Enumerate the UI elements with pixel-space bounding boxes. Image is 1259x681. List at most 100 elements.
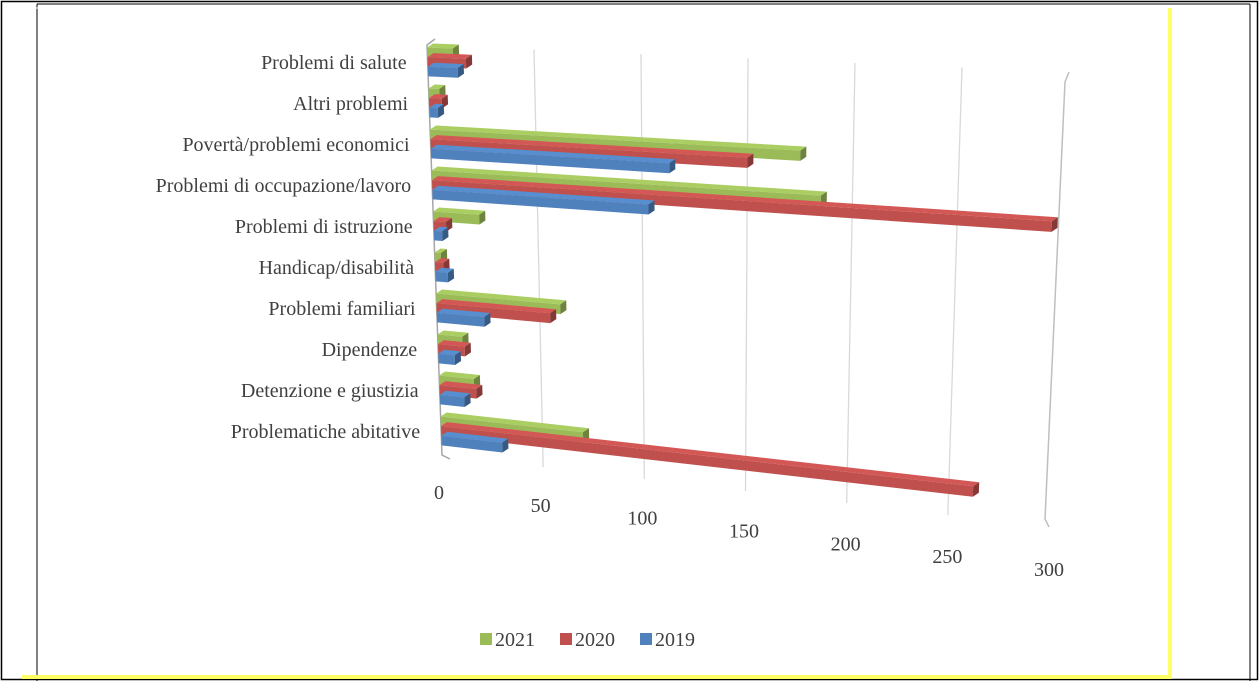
bar-group-2: [430, 125, 807, 174]
bar-end-cap: [1051, 217, 1058, 232]
category-label: Dipendenze: [322, 339, 418, 361]
bar-end-cap: [465, 54, 473, 69]
bar-end-cap: [479, 210, 486, 225]
bar-top-face: [439, 381, 483, 389]
bar-top-face: [436, 289, 567, 305]
x-tick-label: 300: [1034, 559, 1064, 581]
bar-2019: [435, 271, 449, 283]
category-label: Problematiche abitative: [231, 421, 420, 443]
bar-top-face: [430, 125, 807, 151]
category-label: Problemi familiari: [268, 298, 416, 320]
bar-end-cap: [464, 393, 471, 408]
bar-top-face: [434, 258, 450, 263]
bar-top-face: [431, 176, 1058, 222]
x-tick-label: 50: [531, 495, 551, 517]
bar-top-face: [429, 103, 444, 109]
bar-group-3: [431, 166, 1058, 232]
bar-end-cap: [800, 146, 807, 161]
bar-top-face: [427, 62, 464, 69]
category-label: Altri problemi: [293, 93, 408, 115]
category-labels: Problemi di salute Altri problemi Povertà/…: [156, 52, 421, 443]
bars-group: [427, 43, 1058, 497]
bar-top-face: [440, 412, 589, 433]
bar-top-face: [435, 267, 454, 273]
bar-end-cap: [747, 153, 754, 168]
x-tick-label: 250: [932, 546, 962, 568]
category-label: Povertà/problemi economici: [182, 134, 410, 156]
bar-top-face: [427, 43, 459, 49]
bar-top-face: [432, 185, 655, 205]
bar-top-face: [441, 431, 509, 443]
bar-top-face: [439, 371, 480, 380]
gridline-50: [533, 49, 544, 468]
bar-2020: [436, 303, 551, 324]
bar-top-face: [431, 166, 827, 196]
bar-top-face: [436, 308, 491, 318]
bar-end-cap: [484, 313, 491, 327]
legend-label: 2019: [655, 629, 695, 651]
bar-end-cap: [550, 309, 557, 324]
bar-2020: [440, 426, 974, 497]
bar-top-face: [428, 84, 446, 89]
category-label: Problemi di occupazione/lavoro: [156, 175, 411, 197]
x-tick-label: 150: [729, 521, 759, 543]
bar-top-face: [430, 144, 676, 164]
bar-end-cap: [560, 300, 567, 315]
bar-group-6: [436, 289, 567, 327]
gridlines: [533, 49, 963, 516]
bar-top-face: [437, 330, 469, 337]
legend-swatch-2020: [560, 633, 572, 645]
legend: 2021 2020 2019: [480, 629, 695, 651]
x-tick-label: 100: [627, 508, 657, 530]
x-axis-tick-labels: 0 50 100 150 200 250 300: [434, 482, 1064, 581]
bar-2019: [436, 312, 485, 327]
bar-top-face: [430, 135, 754, 158]
bar-group-1: [428, 84, 449, 118]
bar-group-7: [437, 330, 471, 366]
bar-2019: [439, 394, 465, 408]
bar-top-face: [439, 390, 471, 398]
legend-swatch-2021: [480, 633, 492, 645]
legend-label: 2020: [575, 629, 615, 651]
category-label: Detenzione e giustizia: [241, 380, 419, 402]
bar-2019: [433, 230, 443, 242]
bar-top-face: [433, 217, 452, 223]
gridline-250: [947, 67, 963, 516]
x-tick-label: 0: [434, 482, 444, 504]
legend-swatch-2019: [640, 633, 652, 645]
bar-end-cap: [972, 482, 980, 497]
bar-end-cap: [476, 384, 483, 399]
bar-top-face: [433, 226, 449, 232]
bar-end-cap: [464, 342, 471, 357]
bar-group-0: [427, 43, 473, 78]
bar-2020: [431, 180, 1052, 232]
bar-group-8: [439, 371, 483, 408]
bar-top-face: [428, 94, 448, 99]
bar-top-face: [438, 349, 461, 356]
bar-end-cap: [454, 351, 462, 366]
bar-group-5: [434, 248, 455, 283]
bar-group-9: [440, 412, 980, 497]
category-label: Problemi di salute: [261, 52, 407, 74]
bar-end-cap: [437, 104, 445, 118]
bar-top-face: [434, 248, 447, 253]
back-wall: [426, 38, 1070, 528]
gridline-150: [744, 58, 749, 492]
bar-top-face: [433, 207, 486, 215]
bar-top-face: [427, 53, 472, 59]
bar-2019: [432, 189, 649, 215]
bar-top-face: [436, 299, 557, 314]
bar-end-cap: [457, 64, 464, 78]
bar-top-face: [437, 340, 471, 347]
bar-end-cap: [669, 159, 676, 174]
bar-2019: [427, 66, 458, 78]
bar-end-cap: [648, 200, 655, 215]
bar-end-cap: [442, 227, 449, 242]
bar-2019: [438, 353, 456, 366]
bar-2019: [430, 148, 670, 174]
category-label: Problemi di istruzione: [235, 216, 413, 238]
left-wall-edge: [426, 38, 451, 460]
x-tick-label: 200: [831, 533, 861, 555]
